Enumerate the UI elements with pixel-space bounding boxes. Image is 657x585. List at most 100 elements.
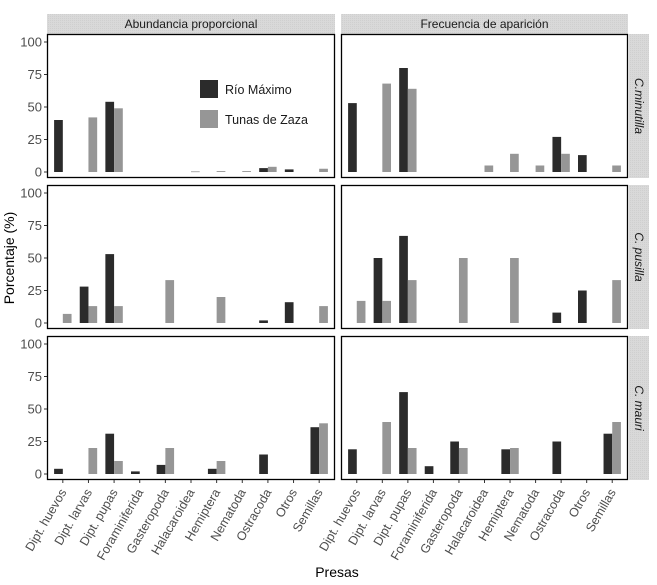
- bar-tunas-de-zaza-hemiptera: [510, 153, 519, 172]
- bar-rio-maximo-dipt-pupas: [399, 235, 408, 323]
- panel-c-pusilla-abundancia-proporcional: [46, 184, 336, 330]
- bar-tunas-de-zaza-semillas: [612, 280, 621, 323]
- legend-key-tunas-de-zaza: [200, 110, 218, 128]
- bar-rio-maximo-ostracoda: [259, 168, 268, 172]
- bar-rio-maximo-dipt-huevos: [348, 103, 357, 172]
- bar-tunas-de-zaza-dipt-huevos: [356, 300, 366, 323]
- bar-tunas-de-zaza-hemiptera: [510, 258, 519, 323]
- bar-rio-maximo-semillas: [310, 427, 320, 474]
- y-tick-label: 50: [28, 100, 42, 115]
- bar-tunas-de-zaza-hemiptera: [216, 461, 226, 474]
- panel-border: [46, 335, 336, 481]
- strip-c-minutilla: [629, 34, 649, 178]
- bar-tunas-de-zaza-dipt-larvas: [382, 422, 392, 474]
- bar-tunas-de-zaza-dipt-larvas: [382, 83, 392, 172]
- bar-tunas-de-zaza-semillas: [319, 306, 328, 323]
- panel-c-minutilla-abundancia-proporcional: [46, 33, 336, 179]
- bar-tunas-de-zaza-dipt-huevos: [62, 313, 72, 323]
- strip-label-c-mauri: C. mauri: [632, 385, 646, 431]
- bar-rio-maximo-otros: [284, 169, 294, 172]
- bar-tunas-de-zaza-nematoda: [535, 165, 545, 172]
- bar-tunas-de-zaza-hemiptera: [510, 448, 519, 474]
- strip-frecuencia-de-aparicion: [341, 14, 628, 34]
- legend-key-rio-maximo: [200, 80, 218, 98]
- x-axis-title: Presas: [315, 564, 359, 580]
- bar-rio-maximo-dipt-huevos: [54, 120, 63, 172]
- strip-label-abundancia-proporcional: Abundancia proporcional: [125, 17, 258, 31]
- bar-rio-maximo-ostracoda: [552, 136, 562, 172]
- bar-tunas-de-zaza-hemiptera: [216, 297, 226, 323]
- y-tick-label: 100: [20, 186, 42, 201]
- bar-rio-maximo-semillas: [603, 433, 613, 474]
- x-tick-label-otros: Otros: [273, 487, 300, 520]
- bar-rio-maximo-gasteropoda: [450, 441, 459, 474]
- bar-tunas-de-zaza-halacaroidea: [484, 165, 494, 172]
- panel-c-pusilla-frecuencia-de-aparicion: [340, 184, 629, 330]
- bar-tunas-de-zaza-dipt-pupas: [407, 88, 417, 172]
- bar-rio-maximo-dipt-pupas: [105, 254, 115, 323]
- y-tick-label: 100: [20, 35, 42, 50]
- y-tick-label: 0: [35, 316, 42, 331]
- bar-rio-maximo-dipt-larvas: [79, 286, 89, 323]
- bar-rio-maximo-ostracoda: [552, 312, 562, 323]
- bar-tunas-de-zaza-nematoda: [242, 171, 251, 172]
- facet-strips: Abundancia proporcional Frecuencia de apa…: [47, 14, 649, 480]
- facet-panels: [46, 33, 629, 481]
- panel-c-mauri-abundancia-proporcional: [46, 335, 336, 481]
- bar-tunas-de-zaza-gasteropoda: [458, 258, 468, 323]
- bar-rio-maximo-hemiptera: [207, 468, 217, 474]
- bar-tunas-de-zaza-ostracoda: [267, 166, 277, 172]
- y-axis-title: Porcentaje (%): [1, 212, 17, 305]
- bar-rio-maximo-otros: [578, 290, 587, 323]
- bar-tunas-de-zaza-dipt-pupas: [114, 461, 123, 474]
- bar-tunas-de-zaza-dipt-pupas: [407, 280, 417, 323]
- bar-rio-maximo-hemiptera: [501, 449, 511, 474]
- bar-rio-maximo-ostracoda: [552, 441, 562, 474]
- bar-rio-maximo-otros: [578, 155, 587, 172]
- bar-tunas-de-zaza-dipt-larvas: [382, 300, 392, 323]
- bar-rio-maximo-ostracoda: [259, 320, 268, 323]
- bar-rio-maximo-dipt-huevos: [348, 449, 357, 474]
- bar-tunas-de-zaza-dipt-larvas: [88, 306, 98, 323]
- bar-tunas-de-zaza-dipt-pupas: [114, 306, 123, 323]
- panel-border: [46, 184, 336, 330]
- y-tick-label: 100: [20, 337, 42, 352]
- bar-rio-maximo-dipt-pupas: [399, 68, 408, 172]
- bar-tunas-de-zaza-dipt-larvas: [88, 448, 98, 474]
- strip-c-pusilla: [629, 185, 649, 329]
- strip-label-c-minutilla: C.minutilla: [632, 78, 646, 134]
- bar-tunas-de-zaza-semillas: [612, 422, 621, 474]
- bar-tunas-de-zaza-dipt-pupas: [407, 448, 417, 474]
- y-tick-label: 75: [28, 218, 42, 233]
- bar-tunas-de-zaza-gasteropoda: [165, 280, 175, 323]
- y-tick-label: 50: [28, 251, 42, 266]
- y-tick-label: 25: [28, 434, 42, 449]
- panel-c-mauri-frecuencia-de-aparicion: [340, 335, 629, 481]
- strip-c-mauri: [629, 336, 649, 480]
- panel-border: [340, 335, 629, 481]
- bar-tunas-de-zaza-gasteropoda: [165, 448, 175, 474]
- y-tick-label: 25: [28, 132, 42, 147]
- y-tick-label: 75: [28, 369, 42, 384]
- bar-rio-maximo-dipt-huevos: [54, 468, 63, 474]
- y-tick-label: 25: [28, 283, 42, 298]
- bar-tunas-de-zaza-ostracoda: [561, 153, 570, 172]
- bar-rio-maximo-foraminiferida: [424, 466, 434, 474]
- panel-border: [340, 33, 629, 179]
- bar-rio-maximo-dipt-pupas: [105, 101, 115, 172]
- bar-rio-maximo-otros: [284, 302, 294, 323]
- strip-abundancia-proporcional: [47, 14, 335, 34]
- legend-label-rio-maximo: Río Máximo: [225, 83, 292, 97]
- y-tick-label: 0: [35, 467, 42, 482]
- bar-rio-maximo-ostracoda: [259, 454, 268, 474]
- bar-tunas-de-zaza-semillas: [319, 423, 328, 474]
- panel-border: [340, 184, 629, 330]
- bar-tunas-de-zaza-gasteropoda: [458, 448, 468, 474]
- bar-tunas-de-zaza-semillas: [612, 165, 621, 172]
- bar-rio-maximo-dipt-pupas: [399, 392, 408, 474]
- y-tick-label: 0: [35, 165, 42, 180]
- bar-rio-maximo-foraminiferida: [131, 471, 140, 474]
- bar-tunas-de-zaza-dipt-larvas: [88, 117, 98, 172]
- y-tick-label: 50: [28, 402, 42, 417]
